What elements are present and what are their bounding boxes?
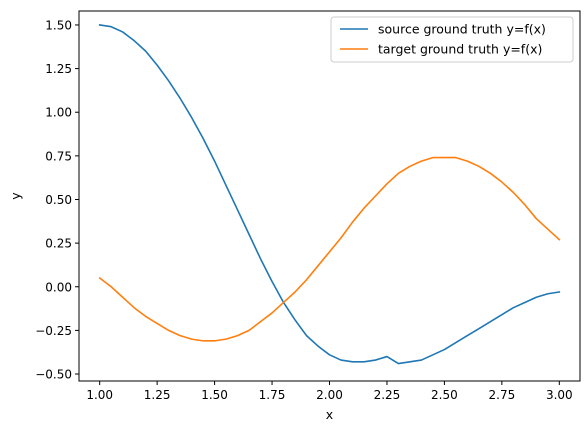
legend-label-source: source ground truth y=f(x) [378, 22, 546, 37]
y-tick-label: 0.75 [45, 149, 72, 163]
series-line-source [98, 24, 561, 365]
x-tick-label: 2.75 [489, 388, 516, 402]
y-axis-ticks: −0.50 −0.25 0.00 0.25 0.50 0.75 1.00 1.25 1.50 [35, 18, 79, 382]
x-tick-label: 3.00 [546, 388, 573, 402]
x-axis-ticks: 1.00 1.25 1.50 1.75 2.00 2.25 2.50 2.75 3.00 [86, 381, 573, 402]
x-axis-label: x [326, 407, 333, 422]
y-tick-label: −0.25 [35, 324, 72, 338]
x-tick-label: 1.00 [86, 388, 113, 402]
y-tick-label: −0.50 [35, 368, 72, 382]
y-tick-label: 0.25 [45, 237, 72, 251]
y-axis-label: y [8, 192, 23, 200]
x-tick-label: 2.00 [316, 388, 343, 402]
y-tick-label: 1.50 [45, 18, 72, 32]
x-tick-label: 1.50 [201, 388, 228, 402]
y-tick-label: 1.25 [45, 62, 72, 76]
x-tick-label: 2.50 [431, 388, 458, 402]
x-tick-label: 1.75 [259, 388, 286, 402]
series-layer [98, 24, 561, 365]
y-tick-label: 0.00 [45, 280, 72, 294]
x-tick-label: 1.25 [144, 388, 171, 402]
y-tick-label: 1.00 [45, 106, 72, 120]
series-line-target [98, 156, 561, 342]
legend-box [330, 16, 574, 63]
x-tick-label: 2.25 [374, 388, 401, 402]
legend-label-target: target ground truth y=f(x) [378, 42, 542, 57]
plot-background [79, 11, 580, 381]
y-tick-label: 0.50 [45, 193, 72, 207]
legend: source ground truth y=f(x) target ground… [330, 16, 574, 63]
